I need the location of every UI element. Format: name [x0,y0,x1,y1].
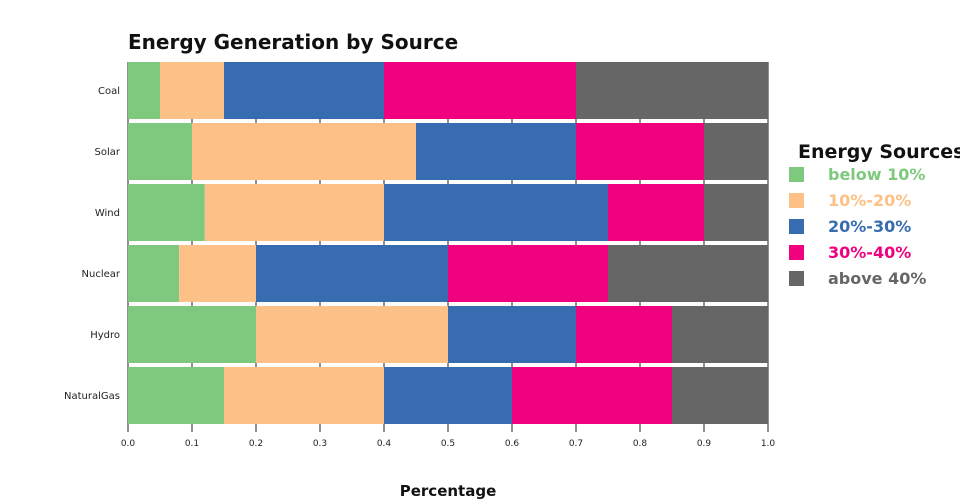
bar-segment[interactable] [128,62,160,119]
legend-swatch[interactable] [789,245,804,260]
x-tick-label: 1.0 [761,439,776,449]
x-tick-label: 0.6 [505,439,520,449]
bar-segment[interactable] [576,123,704,180]
legend-swatch[interactable] [789,167,804,182]
bar-segment[interactable] [128,184,205,241]
x-tick-label: 0.9 [697,439,712,449]
x-tick-label: 0.5 [441,439,455,449]
bar-segment[interactable] [576,306,672,363]
bar-segment[interactable] [224,367,384,424]
bar-segment[interactable] [608,245,768,302]
bar-segment[interactable] [416,123,576,180]
category-label: Nuclear [82,269,121,280]
bar-segment[interactable] [608,184,704,241]
x-tick-label: 0.2 [249,439,263,449]
bar-segment[interactable] [204,184,384,241]
legend-label[interactable]: 20%-30% [828,217,911,236]
category-label: Solar [95,147,121,158]
bar-segment[interactable] [256,245,448,302]
bar-segment[interactable] [160,62,224,119]
bar-segment[interactable] [128,123,192,180]
bar-segment[interactable] [448,306,576,363]
legend-swatch[interactable] [789,193,804,208]
bar-segment[interactable] [672,306,768,363]
x-tick-label: 0.1 [185,439,199,449]
x-axis-title: Percentage [400,482,497,500]
x-tick-label: 0.0 [121,439,136,449]
category-label: Hydro [90,330,120,341]
bar-segment[interactable] [512,367,672,424]
bar-segment[interactable] [672,367,768,424]
category-label: NaturalGas [64,391,120,402]
category-label: Wind [95,208,120,219]
legend-swatch[interactable] [789,271,804,286]
bar-segment[interactable] [384,62,576,119]
bar-segment[interactable] [256,306,448,363]
legend-title: Energy Sources [798,141,960,163]
legend-label[interactable]: below 10% [828,165,925,184]
legend-label[interactable]: 30%-40% [828,243,911,262]
bar-segment[interactable] [128,306,256,363]
x-tick-label: 0.7 [569,439,583,449]
x-tick-label: 0.4 [377,439,392,449]
bars [128,62,768,424]
bar-segment[interactable] [448,245,608,302]
chart-title: Energy Generation by Source [128,30,458,54]
x-ticks: 0.0 0.1 0.2 0.3 0.4 0.5 0.6 0.7 0.8 0.9 1.0 [121,439,776,449]
bar-segment[interactable] [384,367,512,424]
bar-segment[interactable] [704,184,768,241]
x-tick-label: 0.8 [633,439,648,449]
bar-segment[interactable] [128,367,224,424]
bar-segment[interactable] [128,245,180,302]
bar-segment[interactable] [179,245,256,302]
legend-label[interactable]: above 40% [828,269,926,288]
bar-segment[interactable] [224,62,384,119]
bar-segment[interactable] [704,123,768,180]
category-labels: Coal Solar Wind Nuclear Hydro NaturalGas [64,86,121,402]
bar-segment[interactable] [576,62,768,119]
category-label: Coal [98,86,120,97]
legend[interactable]: Energy Sources below 10% 10%-20% 20%-30% 30… [789,141,960,288]
x-tick-label: 0.3 [313,439,327,449]
bar-segment[interactable] [384,184,608,241]
legend-label[interactable]: 10%-20% [828,191,911,210]
bar-segment[interactable] [192,123,416,180]
legend-swatch[interactable] [789,219,804,234]
